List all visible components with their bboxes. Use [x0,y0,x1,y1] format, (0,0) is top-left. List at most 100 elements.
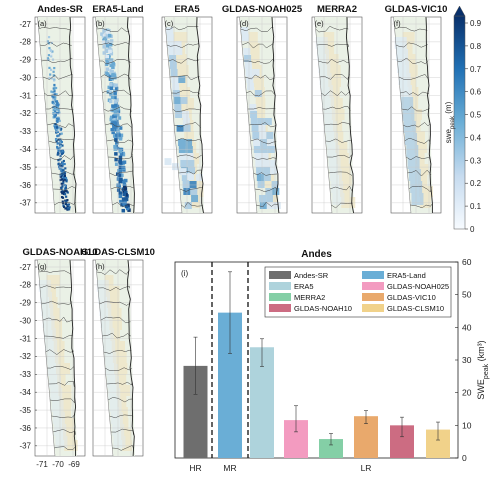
snow-cell [108,75,113,79]
snow-cell [66,203,69,206]
snow-cell [99,304,112,316]
snow-cell [394,37,407,49]
snow-cell [263,174,271,181]
snow-cell [61,178,64,181]
dry-cell [53,341,65,352]
snow-cell [60,187,63,190]
snow-cell [110,95,115,100]
dry-cell [410,109,422,120]
dry-cell [46,275,61,286]
snow-cell [60,196,64,199]
dry-cell [47,286,57,297]
snow-cell [396,49,409,61]
snow-cell [121,197,126,201]
dry-cell [57,374,66,385]
latitude-tick-label: -33 [19,370,31,379]
snow-cell [61,150,64,153]
snow-cell [185,146,193,153]
dry-cell [110,330,120,341]
snow-cell [66,208,69,211]
legend-swatch [269,304,291,312]
legend-label: Andes-SR [294,271,329,280]
snow-cell [60,164,63,167]
snow-cell [117,116,122,120]
longitude-tick-label: -69 [68,460,80,469]
snow-cell [48,47,51,50]
snow-cell [179,153,187,160]
basin-boundaries [38,270,76,450]
dry-cell [335,142,348,153]
map-panel: Andes-SR (a) -27 -28 -29 -30 -31 -32 -33 -34 -35 -3… [19,4,86,214]
snow-cell [168,48,176,55]
snow-cell [257,118,265,125]
snow-cell [63,178,66,181]
snow-cell [60,174,63,177]
dry-cell [112,352,127,363]
latitude-tick-label: -31 [19,91,31,100]
snow-cell [106,30,110,35]
snow-cell [114,157,118,162]
snow-cell [108,42,113,47]
colorbar-tick-label: 0.8 [470,42,482,51]
snow-cell [252,69,260,76]
snow-cell [252,132,260,139]
snow-cell [102,28,106,33]
snow-cell [113,118,117,123]
snow-cell [105,72,110,76]
snow-cell [52,412,65,424]
basin-boundaries [165,26,203,208]
snow-cell [108,99,113,104]
snow-cell [57,149,60,152]
snow-cell [102,51,107,55]
snow-cell [66,191,69,194]
snow-cell [332,193,345,205]
snow-cell [41,304,54,316]
colorbar: 0 0.1 0.2 0.3 0.4 0.5 0.6 0.7 0.8 0.9 swepeak (m) [444,5,482,234]
snow-cell [61,170,64,174]
snow-cell [187,160,195,167]
snow-cell [62,204,65,207]
snow-cell [411,193,424,205]
latitude-tick-label: -28 [19,38,31,47]
dry-cell [58,385,72,396]
legend-swatch [362,271,384,279]
snow-cell [178,76,186,83]
snow-cell [121,161,125,165]
map-panel-letter: (g) [38,262,48,271]
dry-cell [179,87,191,98]
snow-cell [264,118,272,125]
snow-cell [113,100,118,104]
snow-cell [120,173,124,178]
snow-cell [54,86,58,90]
swe-bar-chart: Andes 0 10 20 30 40 50 60 SWEpeak (km³) (i) HR MR LR… [174,249,490,473]
dry-cell [324,43,335,54]
colorbar-tick-label: 0.5 [470,111,482,120]
coastline [37,16,56,214]
y-axis-label: SWEpeak (km³) [476,340,490,399]
snow-cell [55,436,68,448]
snow-cell [61,183,64,186]
dry-cell [417,175,428,186]
snow-cell [397,61,410,73]
map-panel-title: GLDAS-NOAH025 [222,4,303,15]
dry-cell [331,109,345,120]
snow-cell [58,165,61,168]
snow-cell [63,190,66,194]
latitude-tick-label: -28 [19,281,31,290]
snow-cell [262,160,270,167]
snow-cell [56,145,59,149]
snow-cell [118,169,123,173]
snow-cell [49,376,62,388]
snow-cell [104,31,109,35]
snow-cell [53,83,56,87]
dry-cell [56,363,70,374]
snow-cell [49,68,53,71]
snow-cell [254,153,262,160]
snow-cell [50,55,53,58]
snow-cell [328,157,341,169]
snow-cell [180,97,188,104]
snow-cell [63,171,67,174]
map-panel: GLDAS-NOAH10 (g) -27 -28 -29 -30 -31 -32 -33 -34 -… [19,247,97,469]
snow-cell [250,111,258,118]
